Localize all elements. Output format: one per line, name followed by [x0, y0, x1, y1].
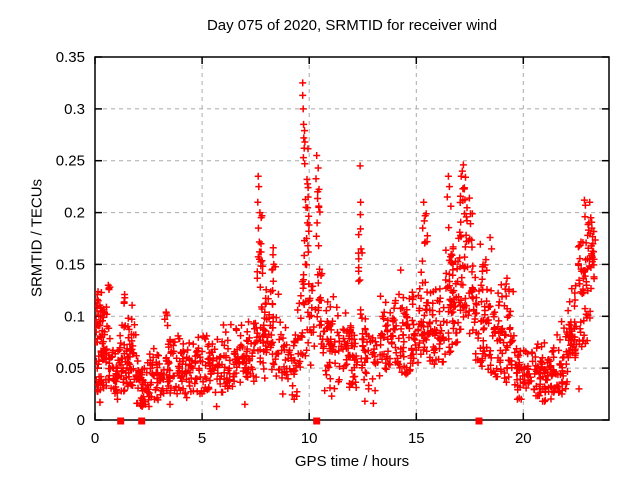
- x-tick-labels: 0 5 10 15 20: [91, 430, 532, 447]
- y-tick-label: 0.3: [64, 101, 85, 118]
- gridlines: [94, 56, 609, 421]
- y-tick-label: 0.35: [56, 49, 85, 66]
- x-tick-label: 5: [198, 430, 206, 447]
- y-tick-label: 0.2: [64, 205, 85, 222]
- baseline-marker-squares: [117, 417, 483, 425]
- chart-title: Day 075 of 2020, SRMTID for receiver win…: [206, 17, 498, 34]
- y-tick-label: 0.25: [56, 153, 85, 170]
- x-tick-label: 20: [515, 430, 532, 447]
- axis-marker-square: [313, 417, 321, 425]
- y-tick-labels: 0 0.05 0.1 0.15 0.2 0.25 0.3 0.35: [56, 49, 85, 429]
- y-axis-label: SRMTID / TECUs: [28, 178, 46, 298]
- y-tick-label: 0.1: [64, 308, 85, 325]
- y-tick-label: 0.05: [56, 360, 85, 377]
- x-tick-label: 15: [408, 430, 425, 447]
- y-tick-label: 0.15: [56, 256, 85, 273]
- x-axis-label: GPS time / hours: [294, 453, 410, 470]
- axis-marker-square: [138, 417, 146, 425]
- axis-marker-square: [475, 417, 483, 425]
- data-points-cloud: [95, 79, 599, 410]
- x-tick-label: 10: [301, 430, 318, 447]
- x-tick-label: 0: [91, 430, 99, 447]
- tick-marks: [94, 56, 609, 421]
- axis-marker-square: [117, 417, 125, 425]
- y-tick-label: 0: [77, 412, 85, 429]
- plot-border: [94, 56, 610, 421]
